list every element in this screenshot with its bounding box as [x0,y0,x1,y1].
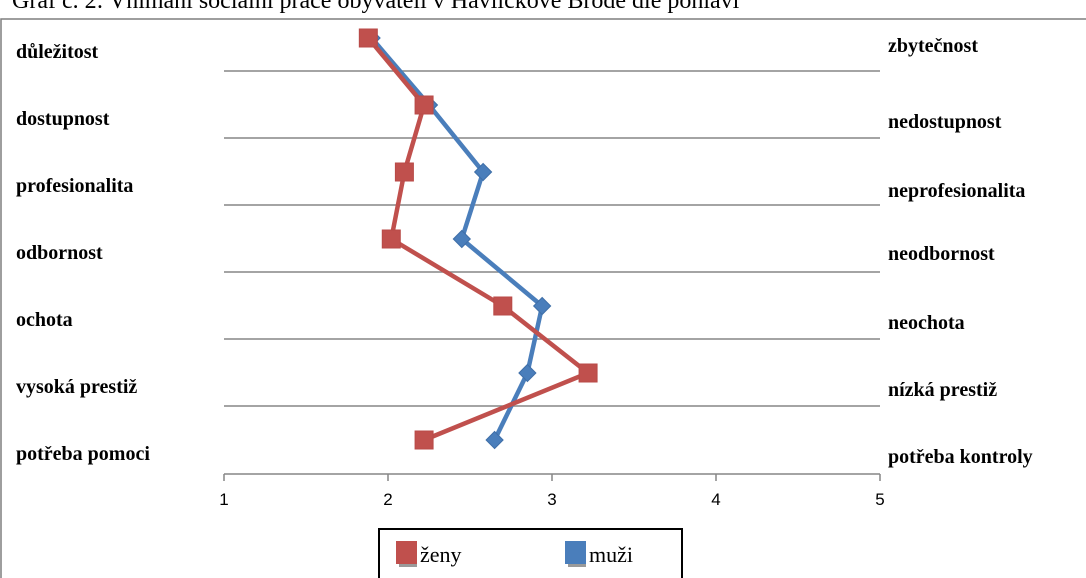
chart-title: Graf č. 2: Vnímání sociální práce obyvat… [12,0,740,14]
data-point-muži [452,229,472,249]
data-point-ženy [394,162,414,182]
right-category-label: zbytečnost [888,35,978,57]
chart-frame [0,18,1086,578]
left-category-label: odbornost [16,242,103,264]
data-point-ženy [493,296,513,316]
data-point-ženy [578,363,598,383]
x-tick-label: 4 [711,490,720,509]
data-point-muži [485,430,504,450]
data-point-muži [473,162,493,182]
x-tick-label: 3 [547,490,556,509]
legend-swatch-ženy [396,541,417,564]
data-point-ženy [381,229,401,249]
right-category-label: nedostupnost [888,111,1002,133]
x-tick-label: 2 [383,490,392,509]
data-point-muži [532,296,552,316]
data-point-muži [518,363,537,383]
legend-box [378,528,683,578]
right-category-label: neprofesionalita [888,180,1025,202]
series-layer [358,28,598,450]
left-category-label: důležitost [16,41,99,63]
x-tick-label: 1 [219,490,228,509]
left-category-label: potřeba pomoci [16,443,150,465]
left-category-label: profesionalita [16,175,133,197]
data-point-ženy [414,95,434,115]
right-category-label: neodbornost [888,243,995,265]
x-tick-label: 5 [875,490,884,509]
left-category-label: vysoká prestiž [16,376,137,398]
right-category-label: potřeba kontroly [888,446,1033,468]
legend-label-ženy: ženy [420,542,462,567]
right-category-labels: zbytečnost nedostupnost neprofesionalita ne… [888,35,1033,468]
series-line-ženy [366,36,591,443]
data-point-ženy [358,28,378,48]
left-category-labels: důležitost dostupnost profesionalita odborn… [16,41,150,465]
legend-swatch-muži [565,541,586,564]
gridlines [224,70,880,407]
left-category-label: dostupnost [16,108,110,130]
x-axis [223,473,881,481]
right-category-label: nízká prestiž [888,379,997,401]
data-point-ženy [414,430,434,450]
legend: ženy muži [378,528,683,578]
left-category-label: ochota [16,309,73,331]
right-category-label: neochota [888,312,965,334]
x-tick-labels: 1 2 3 4 5 [219,490,884,509]
legend-label-muži: muži [589,542,633,567]
